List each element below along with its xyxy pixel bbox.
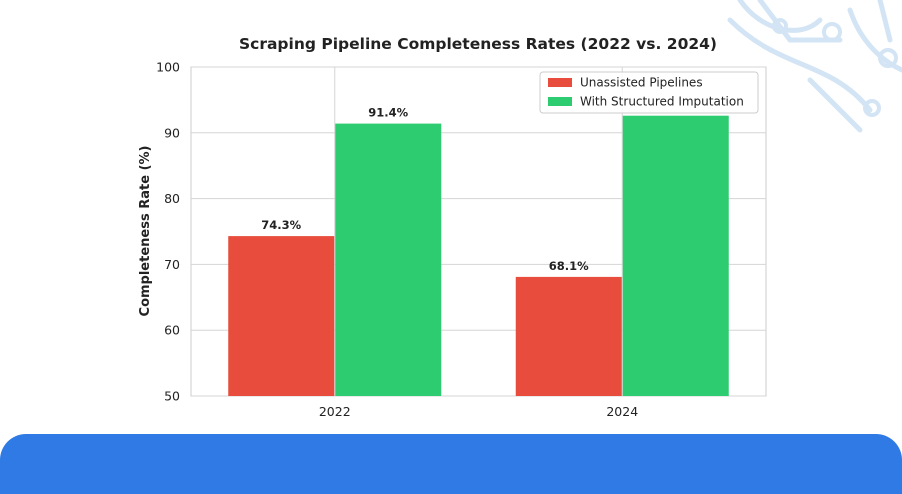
data-label: 68.1%	[549, 259, 589, 273]
y-tick-label: 50	[164, 389, 180, 404]
x-tick-label: 2024	[606, 404, 638, 419]
data-labels: 74.3% 91.4% 68.1%	[261, 106, 589, 273]
legend-box	[539, 71, 759, 114]
legend-swatch	[548, 97, 572, 106]
bars	[228, 115, 729, 396]
y-tick-label: 100	[156, 60, 180, 75]
ticks: 50 60 70 80 90 100 2022 2024	[156, 60, 638, 420]
circuit-decoration-icon	[720, 0, 902, 144]
bar-with-structured-imputation-2024	[622, 115, 729, 396]
bottom-banner	[0, 434, 902, 494]
y-tick-label: 60	[164, 323, 180, 338]
bar-chart: Scraping Pipeline Completeness Rates (20…	[138, 35, 767, 420]
legend-label: With Structured Imputation	[580, 95, 744, 109]
legend-label: Unassisted Pipelines	[580, 76, 703, 90]
chart-title: Scraping Pipeline Completeness Rates (20…	[239, 35, 717, 53]
legend-swatch	[548, 78, 572, 87]
bar-unassisted-pipelines-2024	[515, 276, 622, 396]
y-axis-label: Completeness Rate (%)	[138, 146, 153, 317]
y-tick-label: 90	[164, 125, 180, 140]
legend: Unassisted Pipelines With Structured Impu…	[539, 71, 759, 114]
bar-unassisted-pipelines-2022	[228, 236, 335, 396]
y-tick-label: 70	[164, 257, 180, 272]
x-tick-label: 2022	[319, 404, 351, 419]
data-label: 91.4%	[368, 106, 408, 120]
data-label: 74.3%	[261, 218, 301, 232]
bar-with-structured-imputation-2022	[335, 123, 442, 396]
y-tick-label: 80	[164, 191, 180, 206]
